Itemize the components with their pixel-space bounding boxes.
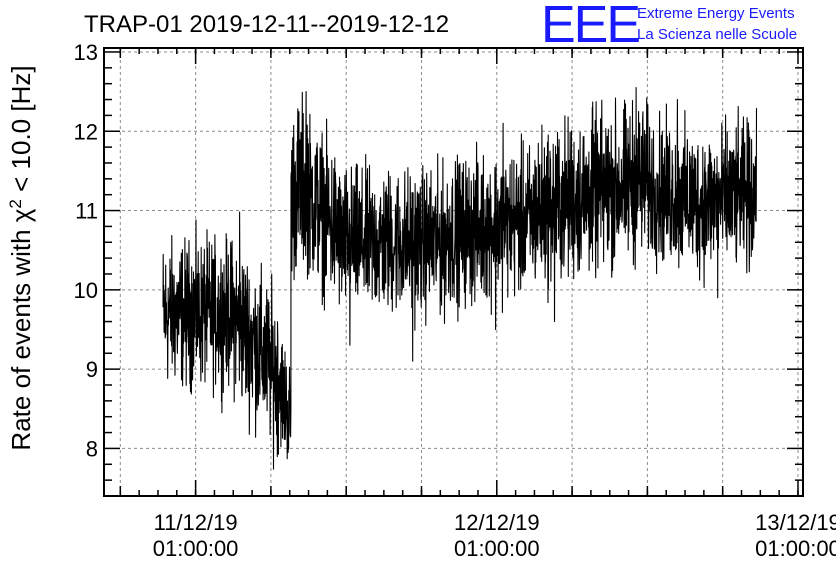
x-tick-label-date: 11/12/19 bbox=[154, 510, 238, 535]
x-tick-label-time: 01:00:00 bbox=[153, 536, 239, 561]
y-tick-label: 11 bbox=[75, 199, 98, 224]
x-tick-label-time: 01:00:00 bbox=[755, 536, 836, 561]
y-tick-label: 10 bbox=[74, 278, 98, 303]
rate-series-line bbox=[162, 87, 758, 470]
y-tick-label: 13 bbox=[74, 40, 98, 65]
y-tick-label: 9 bbox=[86, 357, 98, 382]
x-tick-label-date: 13/12/19 bbox=[755, 510, 836, 535]
org-name-line2: La Scienza nelle Scuole bbox=[637, 26, 797, 43]
y-tick-label: 12 bbox=[74, 119, 98, 144]
plot-frame bbox=[103, 47, 804, 497]
chart-title: TRAP-01 2019-12-11--2019-12-12 bbox=[84, 11, 449, 38]
y-axis-label: Rate of events with χ2 < 10.0 [Hz] bbox=[6, 65, 37, 450]
tick-labels: 891011121311/12/1901:00:0012/12/1901:00:… bbox=[74, 40, 836, 561]
org-name-line1: Extreme Energy Events bbox=[637, 5, 795, 22]
y-tick-label: 8 bbox=[86, 436, 98, 461]
x-tick-label-date: 12/12/19 bbox=[454, 510, 540, 535]
x-tick-label-time: 01:00:00 bbox=[454, 536, 540, 561]
eee-logo: EEE bbox=[541, 0, 639, 54]
grid-lines bbox=[104, 48, 803, 496]
series-group bbox=[162, 87, 758, 470]
